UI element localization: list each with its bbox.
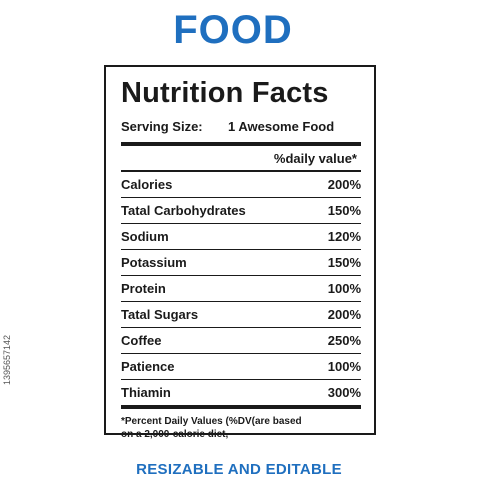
nutrient-row: Potassium 150% [121, 250, 361, 276]
thick-divider [121, 405, 361, 409]
nutrient-value: 100% [327, 281, 361, 296]
nutrient-name: Calories [121, 177, 173, 192]
nutrient-list: Calories 200% Tatal Carbohydrates 150% Sod… [121, 172, 361, 405]
nutrient-name: Tatal Sugars [121, 307, 199, 322]
nutrient-name: Sodium [121, 229, 169, 244]
nutrient-value: 150% [327, 255, 361, 270]
nutrient-value: 100% [327, 359, 361, 374]
footnote-line: *Percent Daily Values (%DV(are based [121, 416, 302, 427]
page-title: FOOD [173, 8, 293, 52]
nutrient-row: Calories 200% [121, 172, 361, 198]
nutrient-row: Patience 100% [121, 354, 361, 380]
daily-value-header: %daily value* [273, 151, 357, 166]
nutrient-value: 200% [327, 177, 361, 192]
nutrient-row: Thiamin 300% [121, 380, 361, 405]
nutrient-name: Patience [121, 359, 175, 374]
footnote-line: on a 2,000-calorie diet, [121, 429, 229, 440]
nutrient-value: 120% [327, 229, 361, 244]
nutrient-row: Protein 100% [121, 276, 361, 302]
divider [121, 170, 361, 172]
nutrient-row: Tatal Carbohydrates 150% [121, 198, 361, 224]
serving-size-label: Serving Size: [121, 119, 203, 134]
nutrient-value: 250% [327, 333, 361, 348]
image-id-text: 1395657142 [2, 334, 12, 385]
nutrient-value: 300% [327, 385, 361, 400]
nutrient-row: Coffee 250% [121, 328, 361, 354]
nutrition-facts-label: Nutrition Facts Serving Size: 1 Awesome … [104, 65, 376, 440]
label-heading: Nutrition Facts [121, 77, 329, 109]
nutrient-value: 150% [327, 203, 361, 218]
nutrient-name: Thiamin [121, 385, 171, 400]
thick-divider [121, 142, 361, 146]
nutrient-row: Tatal Sugars 200% [121, 302, 361, 328]
nutrient-name: Potassium [121, 255, 187, 270]
nutrient-row: Sodium 120% [121, 224, 361, 250]
nutrient-name: Protein [121, 281, 166, 296]
footnote: *Percent Daily Values (%DV(are based on … [121, 415, 361, 441]
nutrient-name: Coffee [121, 333, 162, 348]
footer-caption: RESIZABLE AND EDITABLE [136, 461, 342, 478]
nutrient-value: 200% [327, 307, 361, 322]
serving-size-value: 1 Awesome Food [228, 119, 335, 134]
nutrient-name: Tatal Carbohydrates [121, 203, 246, 218]
